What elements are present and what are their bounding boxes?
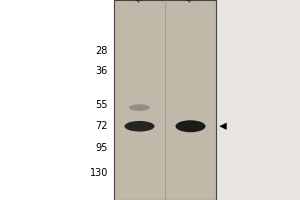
Text: 72: 72	[95, 121, 108, 131]
Text: 55: 55	[95, 100, 108, 110]
Bar	[114, 0, 216, 200]
Text: m.liver: m.liver	[133, 0, 160, 4]
Text: 95: 95	[96, 143, 108, 153]
Bar	[216, 0, 300, 200]
Bar	[0, 0, 114, 200]
Text: 36: 36	[96, 66, 108, 76]
Ellipse shape	[124, 121, 154, 132]
Text: 28: 28	[96, 46, 108, 56]
Ellipse shape	[129, 104, 150, 111]
Text: 130: 130	[90, 168, 108, 178]
Text: m.heart: m.heart	[184, 0, 214, 4]
Ellipse shape	[176, 120, 206, 132]
